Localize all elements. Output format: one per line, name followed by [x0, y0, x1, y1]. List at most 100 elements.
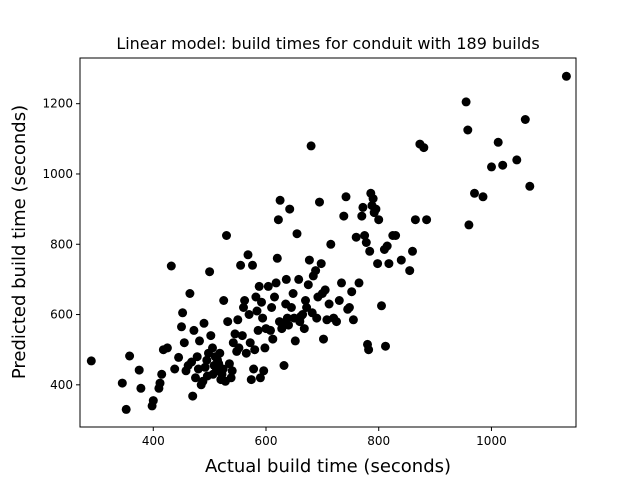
y-tick-label: 1000 [42, 167, 73, 181]
data-point [396, 255, 406, 265]
data-point [244, 310, 254, 319]
data-point [178, 308, 188, 318]
data-point [344, 303, 354, 312]
data-point [239, 303, 248, 312]
y-axis-label: Predicted build time (seconds) [9, 105, 30, 379]
data-point [361, 238, 371, 247]
data-point [250, 345, 260, 355]
data-point [341, 192, 351, 202]
data-point [192, 352, 202, 362]
data-point [219, 296, 229, 305]
data-point [373, 259, 383, 269]
data-point [334, 296, 344, 305]
data-point [324, 299, 334, 309]
data-point [271, 278, 281, 288]
data-point [249, 364, 259, 374]
data-point [311, 266, 321, 276]
data-point [316, 259, 326, 269]
data-point [351, 232, 361, 242]
data-point [273, 215, 283, 225]
data-point [215, 348, 225, 358]
data-point [208, 343, 217, 353]
data-point [301, 296, 310, 305]
data-point [405, 266, 415, 276]
y-tick-label: 600 [50, 308, 73, 322]
data-point [337, 278, 346, 288]
y-tick-label: 400 [50, 378, 73, 392]
y-axis: 400 600 800 1000 1200 [42, 97, 80, 392]
data-point [272, 253, 282, 263]
data-point [419, 143, 429, 153]
data-point [279, 361, 289, 370]
data-point [285, 204, 295, 214]
data-point [121, 404, 131, 414]
data-point [288, 289, 298, 298]
data-point [200, 362, 210, 372]
data-point [360, 231, 370, 240]
data-point [384, 259, 394, 269]
data-point [270, 292, 279, 302]
data-point [268, 334, 278, 344]
data-point [410, 215, 420, 225]
data-point [174, 352, 184, 362]
data-point [257, 297, 266, 307]
data-point [282, 313, 292, 323]
data-point [312, 313, 322, 323]
data-point [364, 345, 374, 355]
data-point [263, 281, 273, 291]
data-point [230, 329, 240, 339]
data-point [326, 239, 336, 249]
data-point [246, 375, 256, 385]
x-tick-label: 600 [255, 434, 278, 448]
data-point [348, 315, 358, 325]
data-point [284, 320, 293, 330]
data-point [463, 125, 473, 135]
data-point [162, 343, 172, 353]
data-point [199, 318, 209, 328]
data-point [252, 306, 262, 316]
data-point [281, 274, 291, 284]
data-point [339, 211, 349, 221]
data-point [260, 343, 270, 353]
data-point [236, 260, 246, 270]
data-point [227, 366, 237, 376]
data-point [357, 211, 367, 221]
data-point [478, 192, 488, 202]
data-point [187, 357, 197, 367]
data-point [191, 373, 200, 383]
data-point [561, 71, 571, 81]
data-point [319, 334, 328, 344]
data-point [487, 162, 496, 172]
data-point [254, 281, 264, 291]
data-point [266, 325, 275, 335]
data-point [222, 231, 231, 240]
data-point [365, 246, 375, 256]
data-point [347, 287, 357, 297]
data-point [224, 359, 234, 369]
data-point [371, 204, 381, 214]
data-point [292, 229, 302, 239]
data-point [315, 197, 324, 207]
data-point [258, 313, 268, 323]
data-point [185, 289, 195, 298]
data-point [267, 303, 277, 312]
data-point [157, 369, 167, 379]
data-point [218, 364, 228, 374]
data-point [195, 336, 204, 346]
chart-title: Linear model: build times for conduit wi… [116, 34, 539, 53]
data-point [86, 356, 96, 366]
data-point [493, 137, 503, 147]
data-point [332, 317, 341, 327]
data-point [237, 331, 247, 341]
data-point [290, 336, 300, 346]
data-point [294, 274, 304, 284]
data-point [234, 343, 244, 353]
y-tick-label: 1200 [42, 97, 73, 111]
data-point [461, 97, 471, 107]
data-point [377, 301, 386, 311]
data-point [368, 194, 378, 204]
data-point [179, 338, 189, 348]
data-point [223, 317, 233, 327]
data-point [464, 220, 474, 230]
